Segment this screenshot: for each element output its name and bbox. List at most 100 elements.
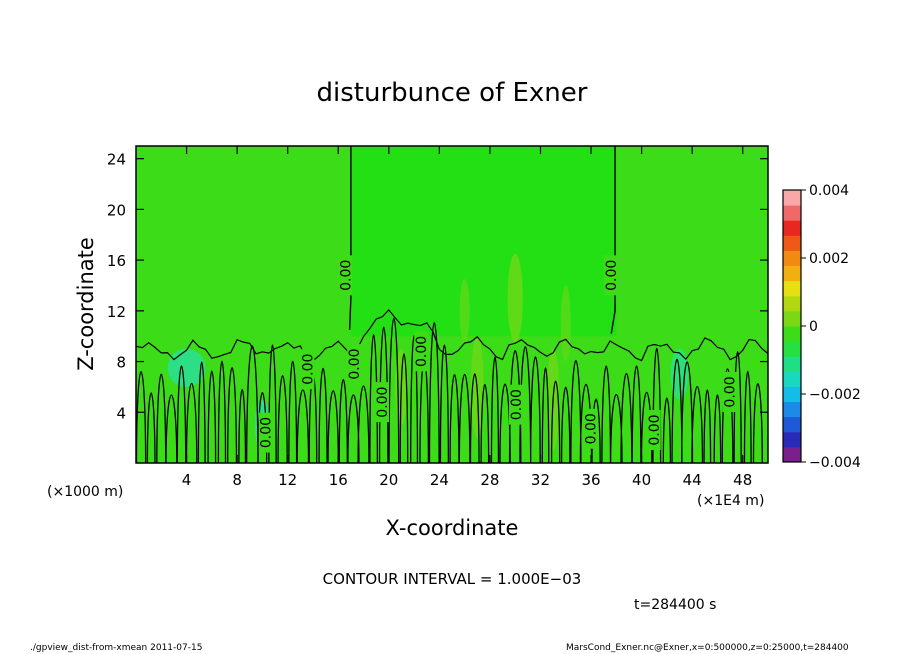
contour-label: 0.00 <box>723 376 739 407</box>
x-tick-label: 44 <box>683 471 702 489</box>
contour-label-bg <box>583 408 598 449</box>
colorbar-swatch <box>783 341 801 357</box>
contour-label-group: 0.00 <box>646 410 663 451</box>
colorbar-tick-label: −0.004 <box>809 455 861 471</box>
colorbar-swatch <box>783 401 801 418</box>
colorbar-swatches <box>783 190 801 463</box>
contour-label-bg <box>375 382 390 423</box>
colorbar-swatch <box>783 265 801 282</box>
contour-label-bg <box>646 410 661 451</box>
colorbar-ticks: 0.004 0.002 0 −0.002 −0.004 <box>801 183 861 471</box>
colorbar-swatch <box>783 416 801 433</box>
contour-label: 0.00 <box>414 336 430 367</box>
contour-label-group: 0.00 <box>603 255 620 296</box>
colorbar-swatch <box>783 431 801 448</box>
colorbar-swatch <box>783 250 801 267</box>
contour-label-bg <box>347 344 362 385</box>
contour-label-bg <box>258 412 273 453</box>
contour-label-bg <box>603 255 618 296</box>
x-tick-label: 16 <box>329 471 348 489</box>
contour-label-bg <box>414 331 429 372</box>
contour-label: 0.00 <box>647 414 663 445</box>
x-tick-label: 20 <box>379 471 398 489</box>
chart-title: disturbunce of Exner <box>317 78 588 108</box>
colorbar-swatch <box>783 356 801 372</box>
x-tick-label: 40 <box>632 471 651 489</box>
y-tick-label: 12 <box>107 303 126 321</box>
contour-label: 0.00 <box>259 417 275 448</box>
colorbar-swatch <box>783 446 801 463</box>
colorbar-swatch <box>783 220 801 236</box>
contour-label: 0.00 <box>375 387 391 418</box>
contour-label-bg <box>722 371 737 412</box>
contour-line <box>348 146 352 330</box>
upper-field-band <box>350 146 617 337</box>
x-tick-label: 36 <box>581 471 600 489</box>
contour-label: 0.00 <box>584 413 600 444</box>
time-label: t=284400 s <box>634 597 716 613</box>
contour-line <box>135 308 769 362</box>
contour-label: 0.00 <box>347 349 363 380</box>
contour-label: 0.00 <box>338 260 354 291</box>
colorbar-swatch <box>783 326 801 342</box>
contour-label: 0.00 <box>300 354 316 385</box>
contour-label-group: 0.00 <box>338 255 354 296</box>
x-tick-label: 48 <box>733 471 752 489</box>
x-unit-right: (×1E4 m) <box>697 493 764 509</box>
colorbar-swatch <box>783 295 801 312</box>
plot-area: 0.00 0.00 0.00 0.00 0.00 0.00 0.00 0.00 0.00 0.00… <box>107 145 769 489</box>
contour-line <box>610 146 616 334</box>
colorbar-swatch <box>783 310 801 327</box>
x-tick-label: 4 <box>182 471 192 489</box>
contour-label-group: 0.00 <box>508 384 525 425</box>
colorbar-swatch <box>783 371 801 387</box>
colorbar-tick-label: 0 <box>809 319 818 335</box>
field-blob <box>167 348 206 387</box>
colorbar-swatch <box>783 386 801 403</box>
contour-label-group: 0.00 <box>258 412 275 453</box>
y-tick-label: 24 <box>107 151 126 169</box>
x-tick-label: 32 <box>531 471 550 489</box>
contour-label-bg <box>300 349 315 390</box>
contour-lines <box>135 146 769 464</box>
contour-label-bg <box>508 384 523 425</box>
colorbar: 0.004 0.002 0 −0.002 −0.004 <box>782 183 861 471</box>
colorbar-swatch <box>783 205 801 221</box>
y-tick-label: 4 <box>116 404 126 422</box>
contour-label-group: 0.00 <box>414 331 430 372</box>
x-tick-label: 12 <box>278 471 297 489</box>
colorbar-swatch <box>783 190 801 206</box>
colorbar-swatch <box>783 280 801 297</box>
contour-line <box>135 317 763 464</box>
contour-interval: CONTOUR INTERVAL = 1.000E−03 <box>323 570 582 588</box>
field-blob <box>507 253 523 343</box>
x-tick-label: 8 <box>232 471 242 489</box>
colorbar-tick-label: −0.002 <box>809 387 861 403</box>
x-axis-label: X-coordinate <box>386 516 519 540</box>
colorbar-swatch <box>783 235 801 251</box>
contour-label-group: 0.00 <box>375 382 391 423</box>
contour-label-group: 0.00 <box>722 371 739 412</box>
contour-label: 0.00 <box>604 260 620 291</box>
x-ticks: 4 8 12 16 20 24 28 32 36 40 44 48 <box>182 146 752 489</box>
contour-labels: 0.00 0.00 0.00 0.00 0.00 0.00 0.00 0.00 0.00 0.00… <box>258 255 739 453</box>
footer-right: MarsCond_Exner.nc@Exner,x=0:500000,z=0:2… <box>566 643 849 653</box>
y-tick-label: 20 <box>107 201 126 219</box>
contour-label: 0.00 <box>509 389 525 420</box>
x-unit-left: (×1000 m) <box>47 484 123 500</box>
contour-label-group: 0.00 <box>300 349 316 390</box>
contour-label-group: 0.00 <box>347 344 363 385</box>
footer-left: ./gpview_dist-from-xmean 2011-07-15 <box>30 643 202 653</box>
y-tick-label: 16 <box>107 252 126 270</box>
plot-frame <box>135 145 769 464</box>
field-blob <box>560 285 571 362</box>
colorbar-tick-label: 0.002 <box>809 251 849 267</box>
y-axis-label: Z-coordinate <box>74 237 98 371</box>
x-tick-label: 24 <box>430 471 449 489</box>
colorbar-tick-label: 0.004 <box>809 183 849 199</box>
y-tick-label: 8 <box>116 354 126 372</box>
x-tick-label: 28 <box>480 471 499 489</box>
y-ticks: 4 8 12 16 20 24 <box>107 151 768 422</box>
field-blob <box>459 279 470 343</box>
